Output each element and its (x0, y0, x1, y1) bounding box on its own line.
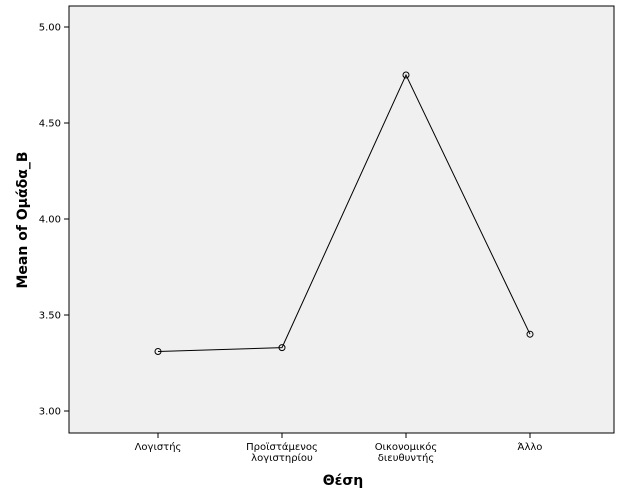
data-point (526, 330, 534, 338)
y-tick-label: 5.00 (39, 23, 61, 34)
x-tick-label: Προϊστάμενος λογιστηρίου (246, 441, 318, 464)
y-tick-label: 4.50 (39, 119, 61, 130)
data-points (154, 71, 534, 355)
y-tick-label: 4.00 (39, 215, 61, 226)
y-axis-ticks: 3.00 3.50 4.00 4.50 5.00 (39, 23, 69, 418)
y-axis-title: Mean of Ομάδα_Β (15, 151, 31, 288)
data-point (278, 344, 286, 352)
x-axis-title: Θέση (323, 473, 364, 489)
y-tick-label: 3.00 (39, 407, 61, 418)
x-tick-label: Λογιστής (135, 441, 182, 453)
data-point (154, 347, 162, 355)
series-line (157, 73, 531, 352)
x-tick-label: Οικονομικός διευθυντής (375, 441, 438, 464)
plot-area (68, 5, 615, 434)
data-point (402, 71, 410, 79)
x-axis-ticks: Λογιστής Προϊστάμενος λογιστηρίου Οικονομικ… (135, 433, 543, 464)
x-tick-label: Άλλο (518, 441, 543, 453)
y-tick-label: 3.50 (39, 311, 61, 322)
